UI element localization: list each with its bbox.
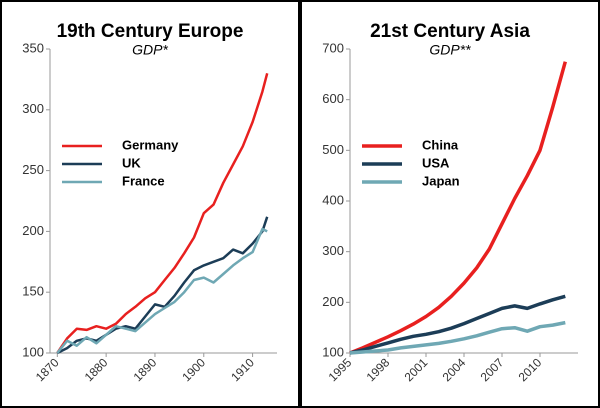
y-tick-label: 400 <box>322 192 344 207</box>
y-tick-label: 100 <box>322 344 344 359</box>
y-tick-label: 600 <box>322 91 344 106</box>
x-tick-label: 1880 <box>82 355 111 384</box>
x-tick-label: 1998 <box>364 355 393 384</box>
x-tick-label: 2001 <box>402 355 431 384</box>
x-tick-label: 1890 <box>131 355 160 384</box>
x-tick-label: 1995 <box>326 355 355 384</box>
chart-title: 19th Century Europe <box>57 21 244 42</box>
y-tick-label: 500 <box>322 142 344 157</box>
x-tick-label: 1900 <box>179 355 208 384</box>
y-tick-label: 250 <box>22 162 44 177</box>
legend-label: UK <box>122 155 141 170</box>
y-tick-label: 350 <box>22 40 44 55</box>
legend-label: France <box>122 173 165 188</box>
y-tick-label: 300 <box>22 101 44 116</box>
y-tick-label: 300 <box>322 243 344 258</box>
chart-subtitle: GDP** <box>429 42 471 58</box>
legend-label: China <box>422 137 459 152</box>
legend-label: Germany <box>122 137 179 152</box>
panel-frame <box>300 0 600 408</box>
x-tick-label: 2004 <box>440 355 469 384</box>
y-tick-label: 200 <box>322 294 344 309</box>
line-series <box>349 61 567 355</box>
legend-label: USA <box>422 155 450 170</box>
chart-title: 21st Century Asia <box>370 21 530 42</box>
line-series <box>56 227 268 354</box>
x-tick-label: 1870 <box>33 355 62 384</box>
y-tick-label: 100 <box>22 344 44 359</box>
line-series <box>349 320 566 355</box>
x-tick-label: 2007 <box>478 355 507 384</box>
line-series <box>349 294 566 355</box>
legend-label: Japan <box>422 173 460 188</box>
y-tick-label: 700 <box>322 40 344 55</box>
line-series <box>56 72 269 354</box>
chart-subtitle: GDP* <box>132 42 168 58</box>
x-tick-label: 1910 <box>228 355 257 384</box>
y-tick-label: 150 <box>22 284 44 299</box>
y-tick-label: 200 <box>22 223 44 238</box>
x-tick-label: 2010 <box>516 355 545 384</box>
panel-frame <box>0 0 300 408</box>
